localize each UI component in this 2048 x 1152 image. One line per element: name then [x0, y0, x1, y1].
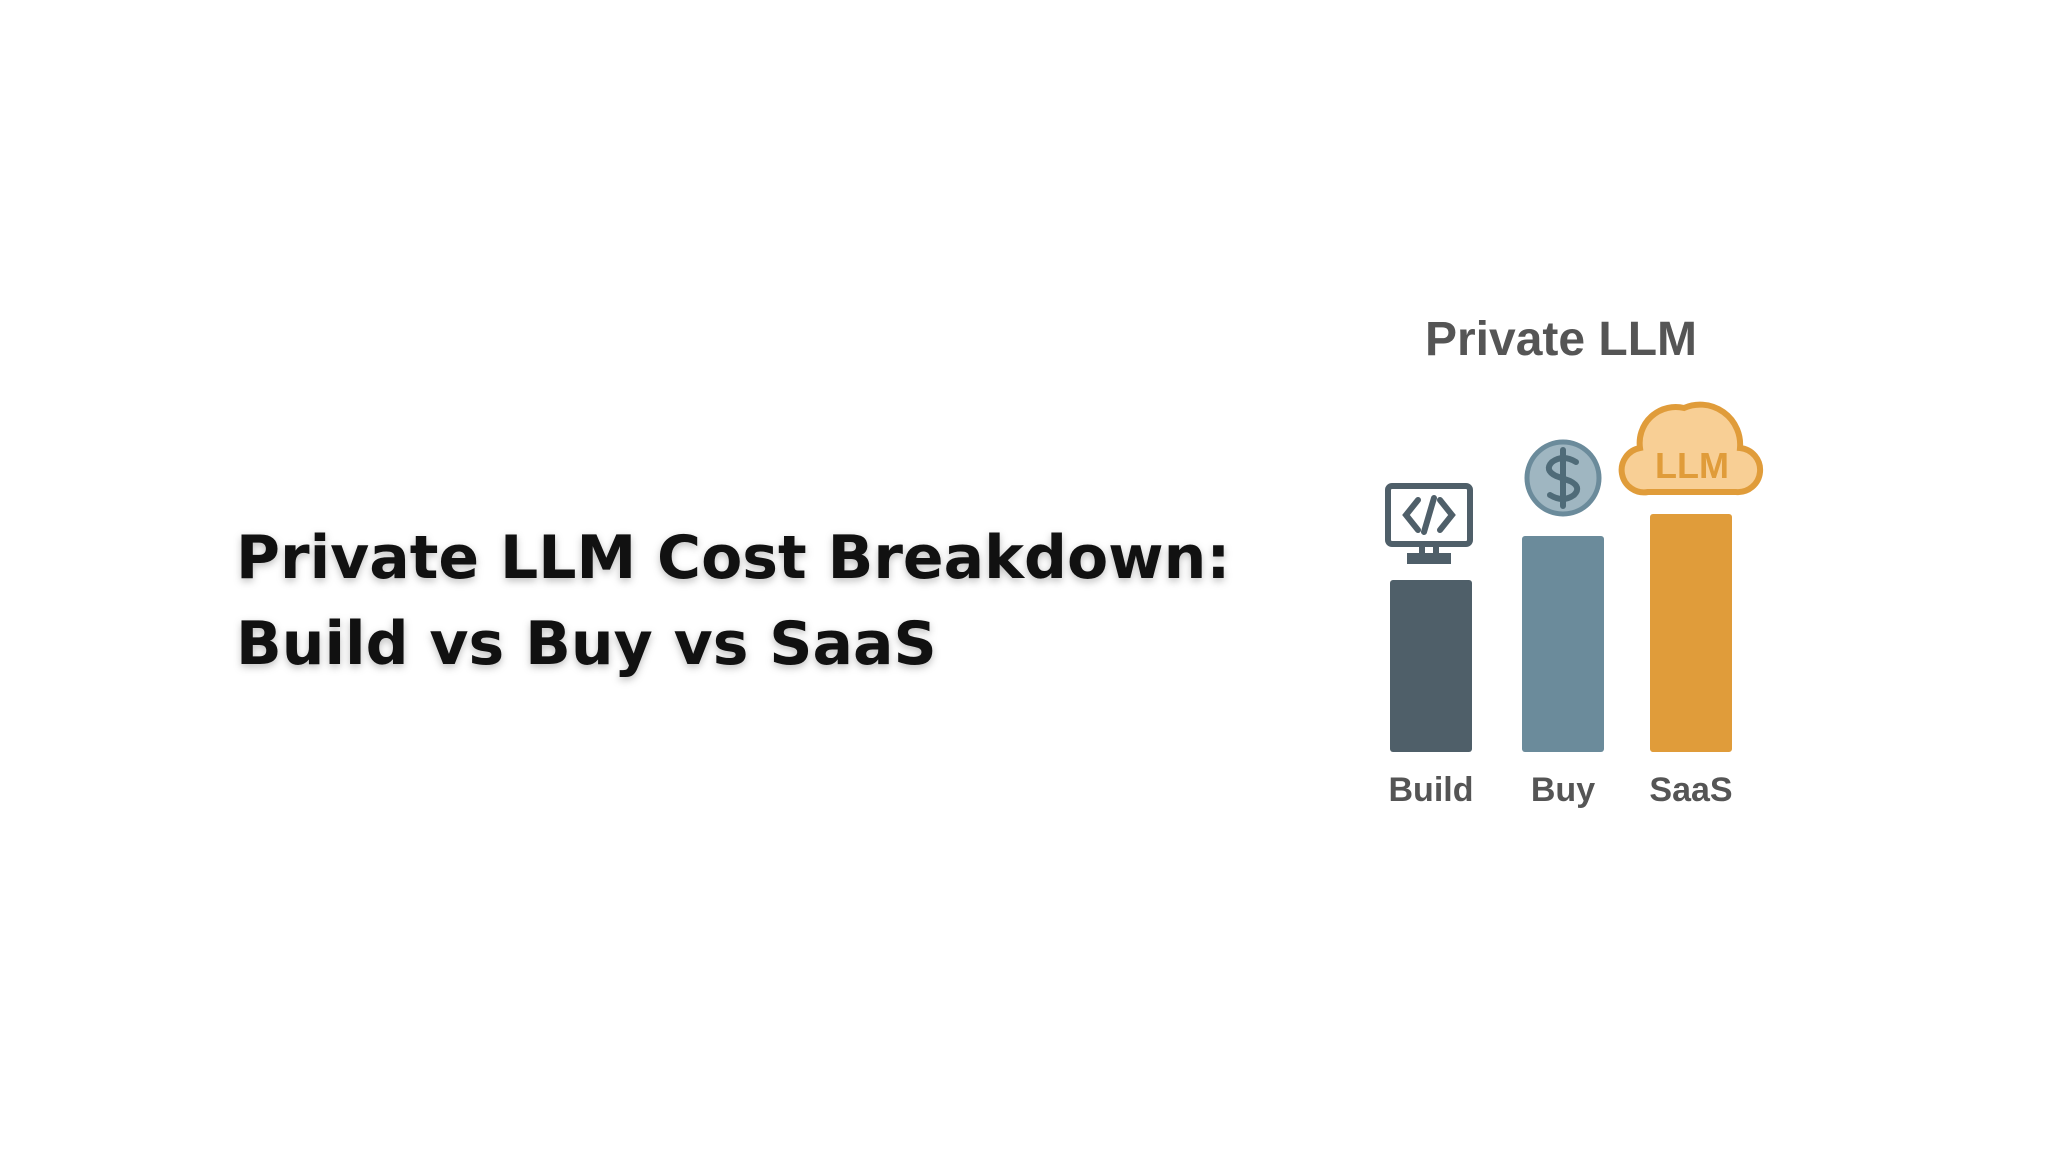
headline-line: Private LLM Cost Breakdown:	[236, 523, 1230, 593]
bar	[1522, 536, 1604, 752]
bar-label: Build	[1389, 771, 1474, 809]
cloud-icon: LLM	[1618, 401, 1764, 496]
bar	[1390, 580, 1472, 752]
bar-label: Buy	[1531, 771, 1595, 809]
monitor-icon	[1385, 483, 1473, 564]
illustration-title: Private LLM	[1425, 313, 1697, 366]
cloud-label: LLM	[1655, 445, 1729, 486]
headline-line: Build vs Buy vs SaaS	[236, 609, 937, 679]
bar	[1650, 514, 1732, 752]
bar-label: SaaS	[1649, 771, 1732, 809]
dollar-icon	[1524, 439, 1602, 517]
